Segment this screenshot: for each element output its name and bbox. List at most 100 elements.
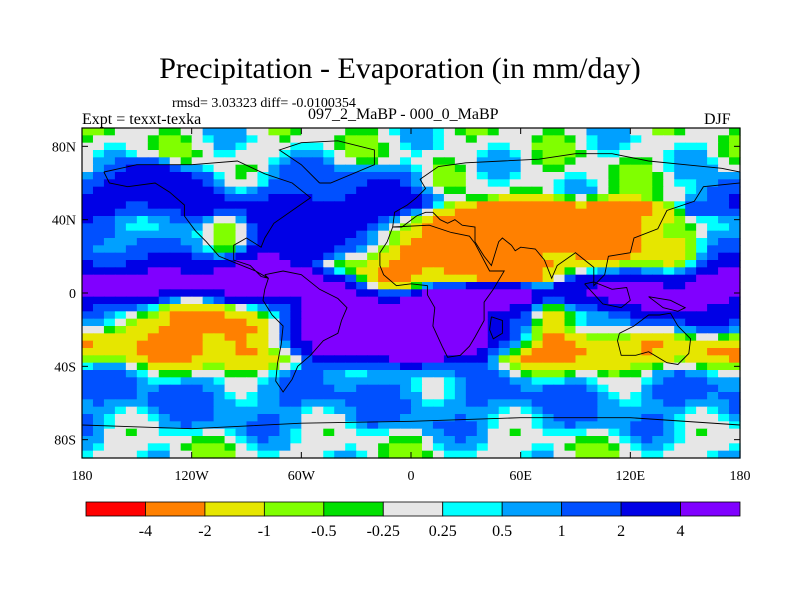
- field-cell: [575, 208, 588, 217]
- field-cell: [82, 355, 94, 364]
- field-cell: [443, 282, 456, 290]
- field-cell: [191, 370, 204, 378]
- field-cell: [334, 252, 346, 261]
- field-cell: [465, 362, 478, 371]
- field-cell: [411, 436, 423, 444]
- field-cell: [487, 216, 500, 224]
- field-cell: [465, 164, 478, 173]
- field-cell: [389, 362, 401, 371]
- field-cell: [476, 267, 489, 276]
- field-cell: [312, 282, 324, 290]
- field-cell: [586, 172, 599, 180]
- field-cell: [345, 230, 357, 239]
- field-cell: [268, 377, 280, 386]
- field-cell: [334, 421, 346, 430]
- field-cell: [92, 348, 105, 356]
- field-cell: [619, 311, 631, 320]
- field-cell: [323, 436, 335, 444]
- field-cell: [696, 384, 708, 393]
- field-cell: [191, 436, 204, 444]
- field-cell: [136, 304, 149, 312]
- field-cell: [476, 392, 489, 400]
- field-cell: [279, 238, 291, 246]
- field-cell: [564, 399, 577, 408]
- field-cell: [180, 289, 193, 298]
- field-cell: [389, 194, 401, 202]
- field-cell: [323, 150, 335, 158]
- field-cell: [301, 282, 313, 290]
- field-cell: [367, 304, 379, 312]
- field-cell: [443, 179, 456, 188]
- field-cell: [597, 230, 609, 239]
- field-cell: [224, 282, 237, 290]
- field-cell: [147, 282, 160, 290]
- field-cell: [158, 289, 171, 298]
- field-cell: [114, 216, 127, 224]
- field-cell: [531, 289, 544, 298]
- field-cell: [630, 194, 642, 202]
- field-cell: [191, 245, 204, 254]
- field-cell: [191, 201, 204, 210]
- field-cell: [158, 245, 171, 254]
- field-cell: [718, 267, 730, 276]
- field-cell: [400, 194, 412, 202]
- field-cell: [553, 274, 566, 283]
- field-cell: [246, 186, 259, 195]
- field-cell: [202, 274, 215, 283]
- field-cell: [652, 150, 664, 158]
- field-cell: [674, 318, 686, 327]
- field-cell: [268, 201, 280, 210]
- field-cell: [465, 318, 478, 327]
- field-cell: [169, 157, 182, 166]
- field-cell: [597, 267, 609, 276]
- field-cell: [136, 428, 149, 437]
- field-cell: [213, 399, 226, 408]
- field-cell: [82, 296, 94, 305]
- field-cell: [509, 282, 522, 290]
- field-cell: [685, 370, 697, 378]
- field-cell: [531, 348, 544, 356]
- field-cell: [224, 318, 237, 327]
- field-cell: [246, 216, 259, 224]
- field-cell: [82, 318, 94, 327]
- field-cell: [674, 406, 686, 415]
- field-cell: [202, 186, 215, 195]
- field-cell: [312, 135, 324, 144]
- field-cell: [674, 436, 686, 444]
- field-cell: [345, 157, 357, 166]
- field-cell: [235, 164, 248, 173]
- field-cell: [290, 436, 302, 444]
- field-cell: [718, 179, 730, 188]
- field-cell: [531, 135, 544, 144]
- field-cell: [191, 128, 204, 136]
- field-cell: [729, 230, 741, 239]
- field-cell: [674, 311, 686, 320]
- field-cell: [465, 267, 478, 276]
- field-cell: [663, 186, 675, 195]
- field-cell: [542, 318, 555, 327]
- field-cell: [169, 421, 182, 430]
- field-cell: [707, 326, 719, 334]
- field-cell: [487, 406, 500, 415]
- field-cell: [202, 194, 215, 202]
- field-cell: [378, 150, 390, 158]
- field-cell: [268, 194, 280, 202]
- field-cell: [718, 348, 730, 356]
- field-cell: [619, 428, 631, 437]
- field-cell: [652, 428, 664, 437]
- field-cell: [169, 128, 182, 136]
- field-cell: [180, 260, 193, 268]
- field-cell: [367, 223, 379, 232]
- field-cell: [290, 230, 302, 239]
- field-cell: [389, 399, 401, 408]
- field-cell: [400, 186, 412, 195]
- field-cell: [498, 370, 511, 378]
- field-cell: [312, 370, 324, 378]
- field-cell: [553, 421, 566, 430]
- field-cell: [279, 223, 291, 232]
- field-cell: [235, 157, 248, 166]
- field-cell: [224, 238, 237, 246]
- field-cell: [685, 436, 697, 444]
- field-cell: [520, 150, 533, 158]
- field-cell: [608, 238, 620, 246]
